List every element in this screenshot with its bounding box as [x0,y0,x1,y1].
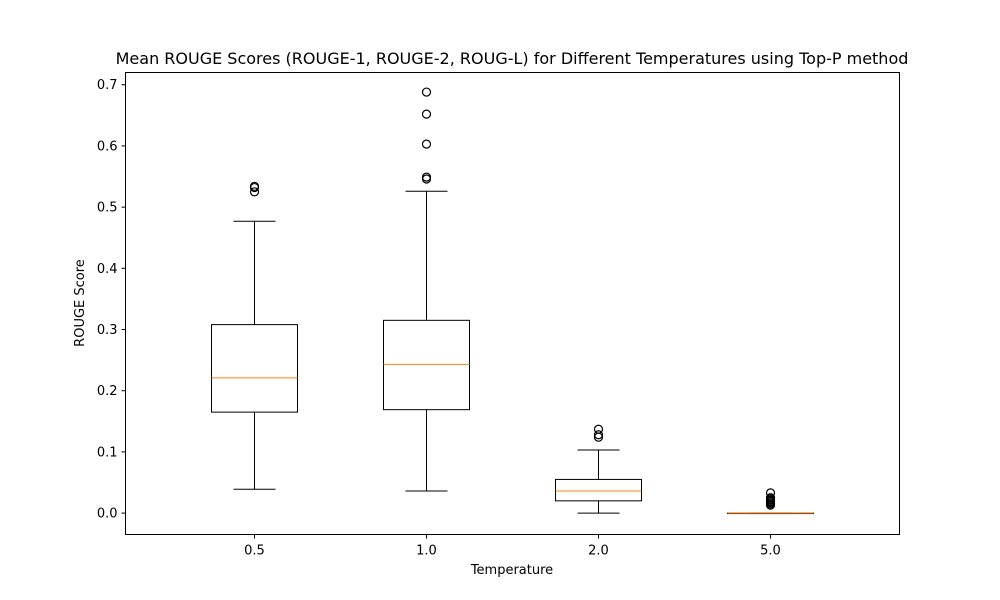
outlier-point [249,181,260,191]
box-iqr [383,319,470,411]
y-tick-label: 0.3 [97,323,118,338]
y-tick-label: 0.5 [97,201,118,216]
y-tick-label: 0.6 [97,139,118,154]
x-tick-label: 5.0 [760,544,781,559]
y-tick-label: 0.0 [97,507,118,522]
outlier-point [593,424,604,434]
y-tick-label: 0.1 [97,445,118,460]
y-axis-label: ROUGE Score [73,259,88,347]
x-tick-label: 0.5 [244,544,265,559]
box-5.0 [727,488,814,515]
x-axis-label: Temperature [470,563,553,578]
chart-title: Mean ROUGE Scores (ROUGE-1, ROUGE-2, ROU… [116,49,909,68]
outlier-point [421,109,432,119]
box-0.5 [211,181,298,490]
plot-area [211,87,814,515]
box-iqr [555,478,642,502]
y-tick-label: 0.4 [97,262,118,277]
outlier-point [593,430,604,440]
x-tick-label: 2.0 [588,544,609,559]
outlier-point [765,488,776,498]
y-tick-label: 0.7 [97,78,118,93]
y-axis: 0.0 0.1 0.2 0.3 0.4 0.5 0.6 0.7 [97,78,126,522]
y-tick-label: 0.2 [97,384,118,399]
outlier-point [421,172,432,182]
box-1.0 [383,87,470,492]
outlier-point [421,87,432,97]
box-2.0 [555,424,642,514]
plot-frame [125,72,900,535]
x-axis: 0.5 1.0 2.0 5.0 [244,534,781,559]
outlier-point [765,493,776,503]
box-iqr [211,324,298,413]
outlier-point [249,187,260,197]
x-tick-label: 1.0 [416,544,437,559]
outlier-point [421,139,432,149]
